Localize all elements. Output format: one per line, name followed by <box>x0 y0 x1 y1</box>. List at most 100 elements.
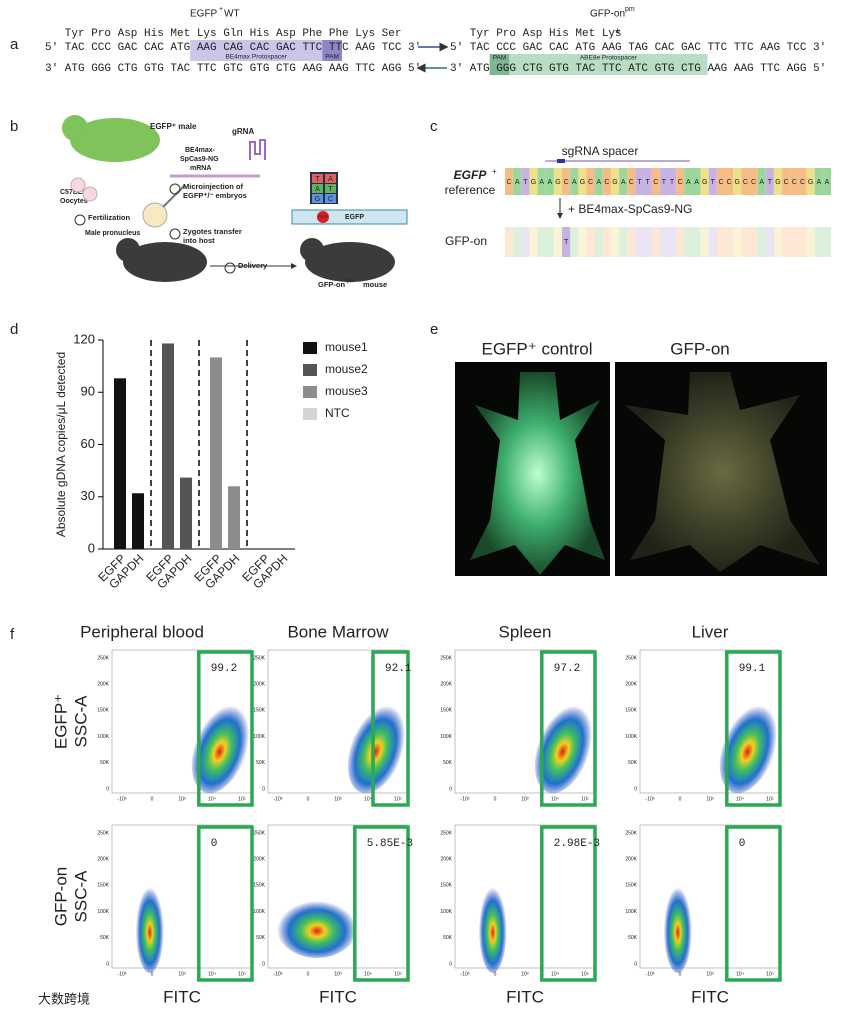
base-cell <box>798 168 807 195</box>
y-tick-label: 150K <box>440 883 452 889</box>
sequence: 3' ATG GGG CTG GTG TAC TTC GTC GTG CTG A… <box>45 63 421 75</box>
gate-value: 92.1 <box>385 663 412 675</box>
base-cell <box>798 227 807 257</box>
legend-label: mouse2 <box>325 362 368 376</box>
base-cell <box>741 168 750 195</box>
base-cell <box>692 227 701 257</box>
bar <box>132 493 144 549</box>
base <box>325 194 336 203</box>
y-tick-label: 0 <box>106 786 109 792</box>
base-letter: T <box>670 179 675 186</box>
base-cell <box>684 168 693 195</box>
bar <box>180 477 192 549</box>
watermark: 大数跨境 <box>38 991 90 1006</box>
base-letter: T <box>768 179 773 186</box>
base-cell <box>578 168 587 195</box>
y-tick-label: 250K <box>97 830 109 836</box>
base-cell <box>521 168 530 195</box>
x-tick-label: 0 <box>494 796 497 802</box>
x-tick-label: 10⁴ <box>736 796 744 802</box>
gate-value: 2.98E-3 <box>554 838 600 850</box>
base-cell <box>513 227 522 257</box>
y-tick-label: 100K <box>440 734 452 740</box>
x-tick-label: 0 <box>307 971 310 977</box>
base-cell <box>635 168 644 195</box>
base-cell <box>773 227 783 257</box>
x-tick-label: 0 <box>151 796 154 802</box>
base-letter: A <box>825 179 830 186</box>
bar <box>114 378 126 549</box>
label: pm <box>625 6 635 13</box>
y-tick-label: 90 <box>81 384 95 399</box>
base-cell <box>553 227 563 257</box>
label: GFP-on <box>590 9 625 20</box>
x-tick-label: 10³ <box>706 971 714 977</box>
base-cell <box>627 227 636 257</box>
y-tick-label: 250K <box>440 830 452 836</box>
label: reference <box>445 183 496 197</box>
y-tick-label: 150K <box>97 708 109 714</box>
gate <box>197 650 254 807</box>
base-letter: C <box>653 179 658 186</box>
base-cell <box>782 227 791 257</box>
label: Zygotes transfer <box>183 227 242 236</box>
label: BE4max- <box>185 147 216 154</box>
sequence: 5' TAC CCC GAC CAC ATG AAG TAG CAC GAC T… <box>450 42 826 54</box>
panel-letter: c <box>430 118 438 135</box>
base-cell <box>651 227 660 257</box>
y-tick-label: 0 <box>262 786 265 792</box>
base-letter: T <box>523 179 528 186</box>
panel-letter: b <box>10 118 18 135</box>
base-cell <box>570 168 579 195</box>
base-cell <box>529 168 538 195</box>
x-axis-label: FITC <box>691 987 729 1006</box>
label: + <box>492 167 497 176</box>
base-cell <box>513 168 522 195</box>
cell-cloud <box>478 882 507 973</box>
y-tick-label: 30 <box>81 488 95 503</box>
x-tick-label: 10³ <box>521 971 529 977</box>
column-title: Peripheral blood <box>80 622 204 641</box>
egfp-text: EGFP <box>345 214 364 221</box>
base-cell <box>700 168 709 195</box>
base-cell <box>627 168 636 195</box>
egfp-mouse <box>70 118 160 162</box>
base-letter: T <box>637 179 642 186</box>
panel-letter: d <box>10 321 18 338</box>
row-label: SSC-A <box>71 695 90 748</box>
amino-acids: Tyr Pro Asp His Met Lys Gln His Asp Phe … <box>65 28 402 40</box>
oocyte <box>70 177 86 193</box>
label: G <box>315 196 320 203</box>
bar <box>210 357 222 549</box>
column-title: Liver <box>692 622 729 641</box>
base-cell <box>814 168 823 195</box>
y-tick-label: 150K <box>625 883 637 889</box>
base-cell <box>537 168 546 195</box>
plot-frame <box>639 824 781 969</box>
x-tick-label: -10³ <box>461 971 470 977</box>
y-tick-label: 200K <box>253 682 265 688</box>
y-tick-label: 50K <box>256 760 266 766</box>
x-tick-label: 10³ <box>178 971 186 977</box>
label: Fertilization <box>88 213 131 222</box>
gate-value: 0 <box>211 838 218 850</box>
base-letter: G <box>775 179 780 186</box>
label: GFP-on <box>445 234 487 248</box>
y-tick-label: 250K <box>97 655 109 661</box>
y-tick-label: 50K <box>100 760 110 766</box>
base-letter: T <box>662 179 667 186</box>
oocyte <box>82 186 98 202</box>
x-tick-label: 10³ <box>334 796 342 802</box>
edited-cell <box>562 227 571 257</box>
mouse-dull <box>625 372 820 572</box>
base-cell <box>659 168 668 195</box>
x-tick-label: 10⁵ <box>238 971 246 977</box>
base-cell <box>725 227 734 257</box>
base-letter: C <box>727 179 732 186</box>
label: A <box>328 176 333 183</box>
x-axis-label: FITC <box>163 987 201 1006</box>
base-cell <box>643 168 652 195</box>
base-letter: A <box>759 179 764 186</box>
base-letter: C <box>718 179 723 186</box>
label: gRNA <box>232 127 254 136</box>
